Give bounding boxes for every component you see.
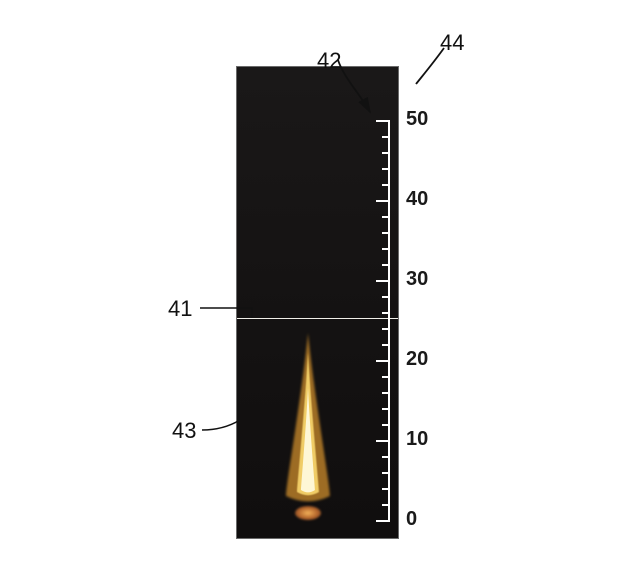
figure-stage: 50403020100 41 42 43 44 (0, 0, 640, 571)
leader-lines (0, 0, 640, 571)
